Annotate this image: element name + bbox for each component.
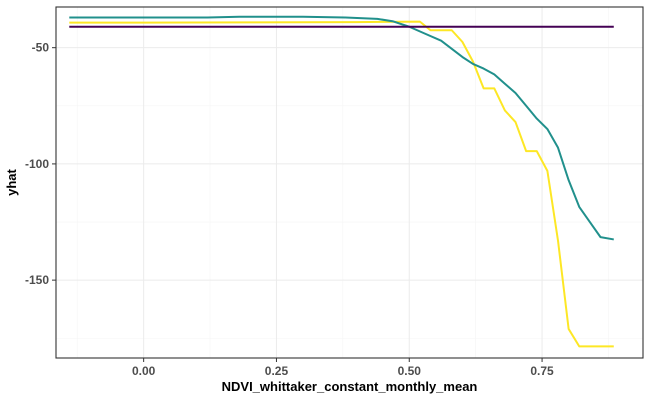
- series-line-2: [69, 15, 614, 241]
- axis-ticks: 0.00 0.25 0.50 0.75 -50 -100 -150: [25, 41, 554, 378]
- plot-panel-border: [55, 6, 644, 359]
- x-tick-label: 0.75: [530, 364, 554, 378]
- y-tick-label: -150: [25, 273, 49, 287]
- series-line-1: [69, 20, 614, 348]
- y-tick-label: -100: [25, 157, 49, 171]
- grid-lines: [56, 7, 643, 358]
- y-tick-label: -50: [32, 41, 50, 55]
- x-tick-label: 0.00: [132, 364, 156, 378]
- y-axis-title: yhat: [4, 168, 19, 195]
- x-axis-title: NDVI_whittaker_constant_monthly_mean: [222, 379, 478, 394]
- series-layer: [69, 15, 614, 348]
- x-tick-label: 0.25: [265, 364, 289, 378]
- x-tick-label: 0.50: [398, 364, 422, 378]
